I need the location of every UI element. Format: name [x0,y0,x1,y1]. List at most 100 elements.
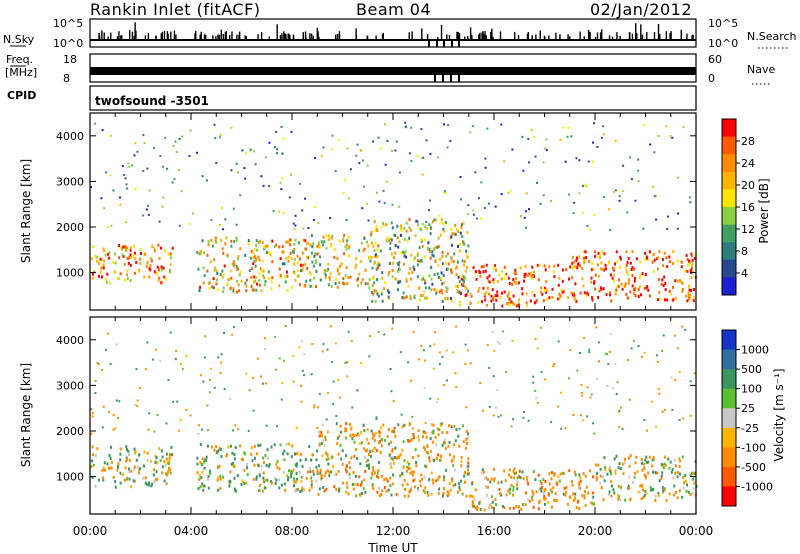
colorbar-swatch [722,466,736,487]
data-cell [385,180,388,183]
data-cell [215,282,218,286]
data-cell [236,171,239,174]
data-cell [390,252,393,256]
data-cell [251,267,254,271]
data-cell [380,493,383,497]
data-cell [315,465,318,469]
data-cell [102,247,105,251]
data-cell [326,348,329,351]
data-cell [261,259,264,263]
data-cell [341,462,344,466]
data-cell [247,239,250,243]
nave-right-tick-top: 60 [708,53,722,66]
data-cell [568,495,571,499]
data-cell [441,282,444,286]
data-cell [595,476,598,480]
data-cell [674,471,677,475]
data-cell [266,244,269,248]
data-cell [261,269,263,273]
data-cell [151,358,154,361]
data-cell [614,292,617,296]
colorbar-tick-label: 100 [741,383,762,396]
data-cell [245,284,248,288]
data-cell [426,451,429,455]
data-cell [516,304,519,308]
data-cell [257,464,260,468]
data-cell [686,299,689,303]
data-cell [423,255,426,259]
data-cell [403,423,406,427]
data-cell [441,299,444,303]
data-cell [590,280,592,284]
data-cell [219,372,222,374]
data-cell [525,210,528,213]
data-cell [304,458,307,462]
data-cell [616,284,619,288]
data-cell [321,350,324,353]
data-cell [368,286,371,290]
data-cell [169,270,172,274]
data-cell [485,290,488,294]
data-cell [411,415,414,418]
data-cell [126,273,129,277]
data-cell [460,464,463,468]
data-cell [290,455,293,459]
data-cell [327,462,330,466]
data-cell [201,239,204,243]
data-cell [561,290,564,294]
data-cell [549,488,552,492]
data-cell [518,505,520,509]
data-cell [378,461,381,464]
data-cell [668,466,671,470]
data-cell [526,274,529,278]
data-cell [147,428,150,431]
data-cell [323,489,326,493]
data-cell [680,265,683,269]
data-cell [363,185,365,188]
data-cell [270,481,273,485]
data-cell [343,430,346,433]
data-cell [543,494,546,498]
data-cell [558,479,561,483]
data-cell [531,265,534,269]
data-cell [349,275,352,279]
data-cell [376,264,379,268]
data-cell [366,164,369,167]
data-cell [373,439,376,443]
data-cell [161,471,164,475]
data-cell [595,478,598,482]
data-cell [322,235,325,239]
data-cell [330,470,332,474]
data-cell [216,272,219,275]
data-cell [603,456,606,460]
data-cell [693,471,696,475]
data-cell [320,240,323,244]
data-cell [198,289,201,292]
data-cell [96,259,99,263]
data-cell [274,476,277,480]
data-cell [444,441,446,445]
data-cell [220,353,223,356]
data-cell [394,234,397,238]
data-cell [344,274,347,278]
data-cell [303,488,306,492]
data-cell [458,427,461,430]
data-cell [128,467,131,471]
data-cell [268,141,271,144]
data-cell [407,439,410,443]
data-cell [245,152,248,155]
data-cell [583,337,586,339]
data-cell [216,478,219,482]
data-cell [180,190,183,193]
data-cell [679,472,681,476]
data-cell [309,273,312,276]
data-cell [233,457,236,461]
data-cell [161,455,164,459]
data-cell [627,257,630,260]
data-cell [413,258,415,262]
data-cell [535,299,538,303]
data-cell [552,365,555,368]
data-cell [318,245,321,249]
data-cell [229,470,232,474]
